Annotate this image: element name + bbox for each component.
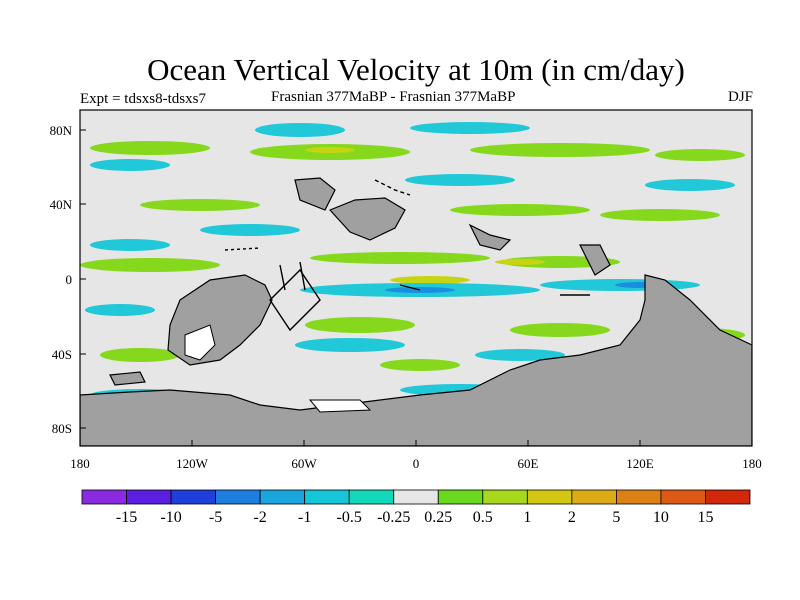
- colorbar-swatch: [616, 489, 662, 505]
- colorbar-label: 2: [568, 509, 576, 526]
- lon-tick-label: 180: [70, 456, 90, 471]
- east-gondwana: [80, 274, 752, 446]
- period-label: Frasnian 377MaBP - Frasnian 377MaBP: [271, 89, 516, 105]
- colorbar-swatch: [482, 489, 528, 505]
- colorbar: -15 -10 -5 -2 -1 -0.5 -0.25 0.25 0.5 1 2 5 10 15: [81, 489, 751, 526]
- colorbar-swatch: [660, 489, 706, 505]
- colorbar-label: -1: [298, 509, 311, 526]
- colorbar-label: -10: [160, 509, 181, 526]
- map-plot-area: [80, 110, 752, 446]
- lat-tick-label: 80N: [50, 123, 73, 138]
- lon-tick-label: 120E: [626, 456, 654, 471]
- island-b: [109, 371, 146, 386]
- lon-tick-label: 60E: [518, 456, 539, 471]
- island-a: [579, 244, 611, 276]
- colorbar-swatch: [437, 489, 484, 505]
- colorbar-swatch: [304, 489, 350, 505]
- latitude-axis: 80N 40N 0 40S 80S: [50, 123, 86, 436]
- lon-tick-label: 120W: [176, 456, 209, 471]
- lat-tick-label: 80S: [52, 421, 72, 436]
- chart-title: Ocean Vertical Velocity at 10m (in cm/da…: [147, 52, 685, 87]
- lat-tick-label: 0: [66, 272, 73, 287]
- lat-tick-label: 40S: [52, 347, 72, 362]
- colorbar-label: 0.5: [473, 509, 493, 526]
- lon-tick-label: 180: [742, 456, 762, 471]
- lat-tick-label: 40N: [50, 197, 73, 212]
- colorbar-label: -15: [116, 509, 137, 526]
- colorbar-label: -0.5: [337, 509, 362, 526]
- experiment-label: Expt = tdsxs8-tdsxs7: [80, 91, 206, 107]
- colorbar-swatch: [126, 489, 172, 505]
- colorbar-label: -5: [209, 509, 222, 526]
- colorbar-swatch: [170, 489, 216, 505]
- colorbar-label: -0.25: [377, 509, 410, 526]
- colorbar-label: 5: [612, 509, 620, 526]
- colorbar-swatch: [81, 489, 127, 505]
- colorbar-label: 1: [523, 509, 531, 526]
- colorbar-swatch: [259, 489, 306, 505]
- colorbar-swatch: [571, 489, 617, 505]
- longitude-axis: 180 120W 60W 0 60E 120E 180: [70, 440, 762, 471]
- colorbar-label: 10: [653, 509, 669, 526]
- lon-tick-label: 0: [413, 456, 420, 471]
- colorbar-swatch: [526, 489, 573, 505]
- strong-upwelling-patches: [305, 147, 545, 284]
- lon-tick-label: 60W: [291, 456, 317, 471]
- colorbar-swatch: [348, 489, 395, 505]
- colorbar-swatch: [393, 489, 439, 505]
- colorbar-swatch: [705, 489, 751, 505]
- upwelling-patches: [80, 141, 745, 371]
- season-label: DJF: [727, 89, 753, 105]
- colorbar-label: -2: [253, 509, 266, 526]
- colorbar-label: 0.25: [424, 509, 452, 526]
- colorbar-label: 15: [697, 509, 713, 526]
- siberia: [468, 223, 512, 251]
- colorbar-swatch: [215, 489, 261, 505]
- contour-lines: [224, 179, 590, 332]
- ice-shelves: [184, 324, 372, 413]
- laurussia: [294, 177, 406, 241]
